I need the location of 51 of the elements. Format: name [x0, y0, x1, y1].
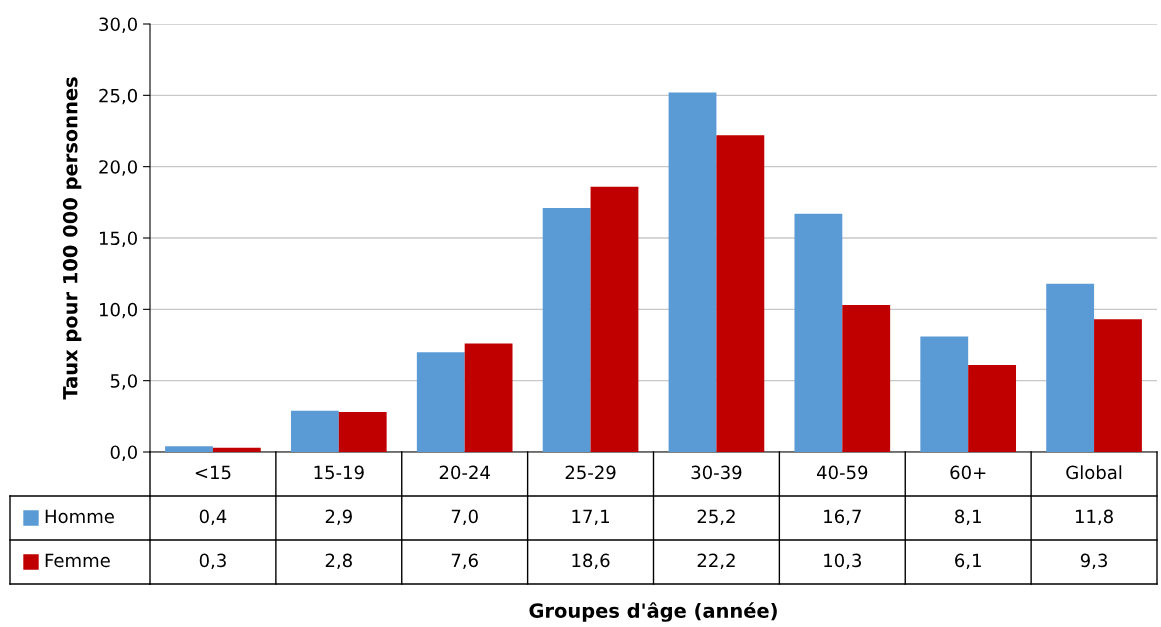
- bar: [464, 343, 513, 452]
- y-tick-label: 5,0: [110, 374, 137, 390]
- data-label: 9,3: [1080, 553, 1107, 570]
- data-label: 2,8: [325, 553, 352, 570]
- x-tick-label: 15-19: [314, 465, 364, 480]
- x-tick-label: 40-59: [816, 465, 868, 480]
- bar: [794, 213, 843, 452]
- x-tick-label: 20-24: [439, 465, 490, 480]
- bar: [716, 135, 765, 452]
- bar: [668, 92, 717, 452]
- bar: [416, 352, 465, 452]
- data-label: 16,7: [824, 509, 861, 526]
- bar: [212, 447, 261, 452]
- bar: [290, 410, 339, 452]
- y-tick-label: 30,0: [99, 17, 137, 33]
- x-tick-label: 60+: [950, 465, 986, 480]
- text: Groupes d'âge (année): [529, 602, 777, 622]
- bar: [1094, 319, 1142, 452]
- bar: [1046, 283, 1095, 452]
- bar: [165, 446, 213, 452]
- bar: [968, 364, 1017, 452]
- y-tick-label: 10,0: [99, 302, 137, 319]
- data-label: 17,1: [572, 509, 609, 526]
- data-label: 7,0: [451, 509, 478, 526]
- data-label: 10,3: [824, 553, 861, 570]
- y-tick-label: 20,0: [99, 160, 137, 176]
- y-axis-title: Taux pour 100 000 personnes: [62, 77, 82, 400]
- x-tick-label: <15: [195, 465, 231, 480]
- data-label: 8,1: [955, 509, 981, 526]
- x-tick-label: 30-39: [691, 465, 742, 480]
- legend-label: Femme: [45, 553, 110, 568]
- bar: [542, 208, 591, 452]
- bar: [842, 305, 891, 452]
- bar: [920, 336, 969, 452]
- data-label: 6,1: [955, 553, 981, 570]
- data-label: 22,2: [697, 553, 735, 570]
- data-label: 7,6: [451, 553, 478, 570]
- data-label: 0,3: [199, 553, 226, 570]
- data-label: 11,8: [1075, 509, 1113, 526]
- y-tick-label: 25,0: [99, 88, 137, 105]
- y-tick-label: 15,0: [99, 231, 137, 247]
- data-label: 18,6: [572, 553, 610, 570]
- bar: [338, 412, 387, 452]
- y-tick-label: 0,0: [110, 445, 137, 461]
- bar: [590, 186, 639, 452]
- x-tick-label: 25-29: [565, 465, 616, 480]
- data-label: 25,2: [697, 509, 735, 526]
- data-label: 0,4: [199, 509, 227, 526]
- data-label: 2,9: [325, 509, 352, 526]
- legend-label: Homme: [45, 509, 114, 524]
- x-tick-label: Global: [1066, 465, 1122, 480]
